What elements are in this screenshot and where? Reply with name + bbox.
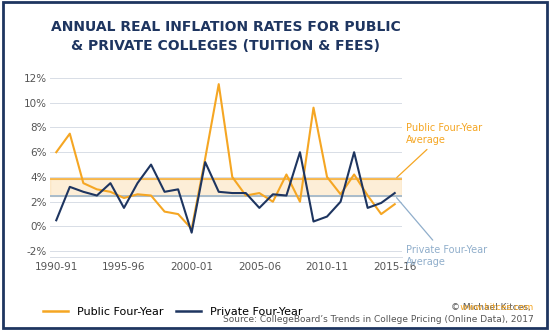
Legend: Public Four-Year, Private Four-Year: Public Four-Year, Private Four-Year xyxy=(39,303,307,321)
Bar xyxy=(50,180,402,195)
Text: www.kitces.com: www.kitces.com xyxy=(397,303,534,312)
Text: Source: CollegeBoard’s Trends in College Pricing (Online Data), 2017: Source: CollegeBoard’s Trends in College… xyxy=(223,315,534,324)
Text: © Michael Kitces,: © Michael Kitces, xyxy=(451,303,534,312)
Text: Public Four-Year
Average: Public Four-Year Average xyxy=(397,123,482,178)
Title: ANNUAL REAL INFLATION RATES FOR PUBLIC
& PRIVATE COLLEGES (TUITION & FEES): ANNUAL REAL INFLATION RATES FOR PUBLIC &… xyxy=(51,20,400,53)
Text: Private Four-Year
Average: Private Four-Year Average xyxy=(397,198,487,267)
